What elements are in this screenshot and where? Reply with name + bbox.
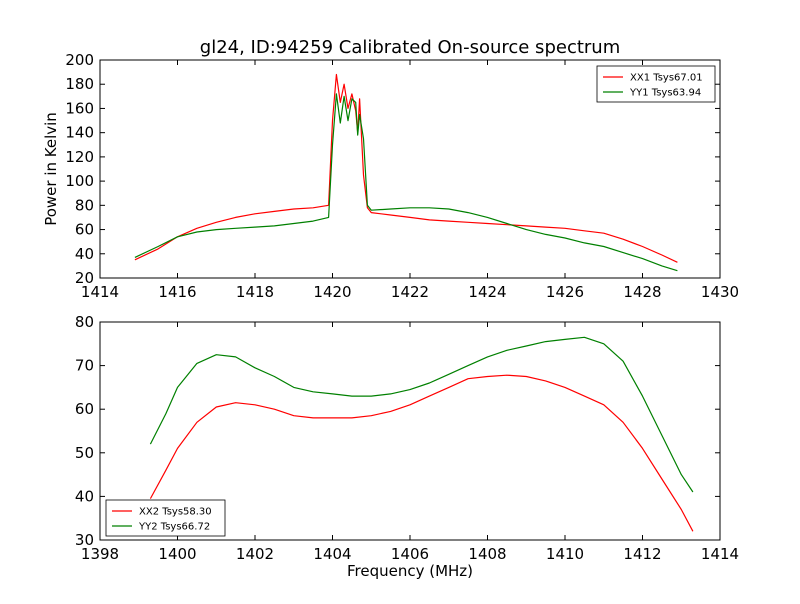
- legend-box: [105, 499, 226, 537]
- y-tick-label: 160: [65, 99, 94, 117]
- y-tick-label: 180: [65, 75, 94, 93]
- x-tick-label: 1398: [81, 545, 119, 563]
- series-line-1-2: [134, 93, 678, 272]
- top-panel: 1414 1416 1418 1420 1422 1424 1426 1428 1430 20 40…: [42, 51, 739, 301]
- y-tick-label: 50: [75, 444, 94, 462]
- x-tick-label: 1410: [546, 545, 584, 563]
- x-tick-label: 1416: [158, 283, 196, 301]
- x-tick-label: 1414: [81, 283, 119, 301]
- chart-title: gl24, ID:94259 Calibrated On-source spec…: [200, 37, 620, 58]
- x-tick-label: 1424: [468, 283, 506, 301]
- y-axis-label: Power in Kelvin: [42, 112, 60, 226]
- x-tick-label: 1430: [701, 283, 739, 301]
- y-tick-label: 40: [75, 487, 94, 505]
- y-tick-label: 100: [65, 172, 94, 190]
- legend-label: YY2 Tsys66.72: [138, 522, 210, 533]
- legend-label: XX1 Tsys67.01: [630, 73, 703, 84]
- legend: XX2 Tsys58.30 YY2 Tsys66.72: [105, 499, 226, 537]
- x-tick-label: 1418: [236, 283, 274, 301]
- y-tick-label: 80: [75, 313, 94, 331]
- x-tick-label: 1402: [236, 545, 274, 563]
- x-tick-label: 1400: [158, 545, 196, 563]
- y-tick-label: 200: [65, 51, 94, 69]
- series-line-2-2: [149, 336, 694, 493]
- y-tick-label: 60: [75, 400, 94, 418]
- y-tick-label: 60: [75, 221, 94, 239]
- bottom-panel: 1398 1400 1402 1404 1406 1408 1410 1412 1414 30 40…: [75, 313, 739, 580]
- y-tick-label: 140: [65, 124, 94, 142]
- legend-label: YY1 Tsys63.94: [629, 88, 701, 99]
- y-tick-label: 30: [75, 531, 94, 549]
- x-tick-label: 1404: [313, 545, 351, 563]
- x-tick-label: 1414: [701, 545, 739, 563]
- series-line-1-1: [134, 73, 678, 263]
- legend-label: XX2 Tsys58.30: [139, 507, 212, 518]
- x-tick-label: 1412: [623, 545, 661, 563]
- x-tick-label: 1406: [391, 545, 429, 563]
- legend-box: [596, 65, 716, 103]
- x-tick-label: 1422: [391, 283, 429, 301]
- x-axis-label: Frequency (MHz): [347, 562, 473, 580]
- x-tick-label: 1408: [468, 545, 506, 563]
- y-tick-label: 70: [75, 357, 94, 375]
- y-tick-label: 120: [65, 148, 94, 166]
- x-tick-label: 1428: [623, 283, 661, 301]
- y-tick-label: 20: [75, 269, 94, 287]
- y-tick-label: 40: [75, 245, 94, 263]
- x-tick-label: 1420: [313, 283, 351, 301]
- y-tick-label: 80: [75, 196, 94, 214]
- legend: XX1 Tsys67.01 YY1 Tsys63.94: [596, 65, 716, 103]
- series-line-2-1: [149, 374, 694, 532]
- x-tick-label: 1426: [546, 283, 584, 301]
